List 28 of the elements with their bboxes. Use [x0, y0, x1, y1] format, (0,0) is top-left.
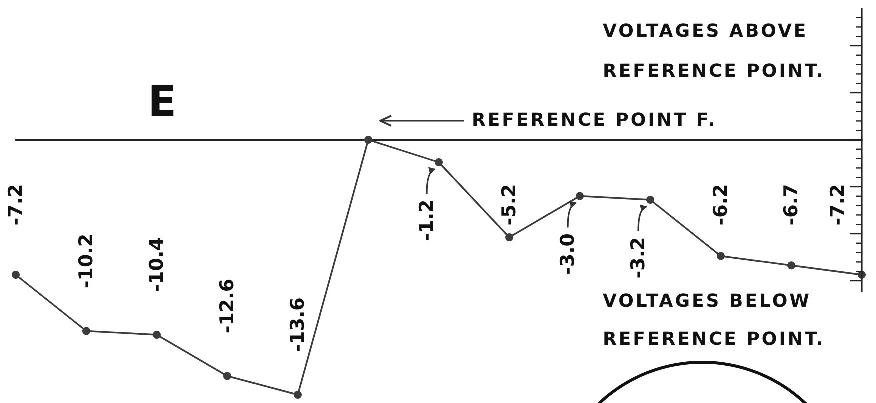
point: [224, 372, 232, 380]
point: [646, 196, 654, 204]
point: [12, 271, 20, 279]
text: E: [148, 77, 178, 127]
data-label: -5.2: [498, 184, 520, 226]
point: [788, 262, 796, 270]
data-label: -10.2: [76, 234, 98, 289]
data-label: -6.2: [710, 184, 732, 226]
data-label: -7.2: [827, 184, 849, 226]
point: [364, 136, 372, 144]
point: [717, 252, 725, 260]
data-label: -7.2: [5, 184, 27, 226]
point: [82, 327, 90, 336]
data-label: -12.6: [216, 278, 238, 334]
point: [506, 234, 514, 242]
text: VOLTAGES ABOVE REFERENCE POINT.: [603, 20, 826, 84]
point: [576, 192, 584, 200]
data-label: -13.6: [287, 298, 309, 352]
data-label: -3.2: [628, 237, 650, 279]
data-label: -6.7: [780, 184, 802, 226]
data-label: -1.2: [416, 200, 438, 242]
point: [294, 391, 302, 399]
text: REFERENCE POINT F.: [472, 109, 718, 133]
point: [153, 331, 161, 339]
data-label: -10.4: [146, 238, 168, 292]
point: [435, 158, 443, 166]
annotation: VOLTAGES BELOW REFERENCE POINT.: [603, 290, 826, 352]
data-label: -3.0: [557, 233, 579, 276]
